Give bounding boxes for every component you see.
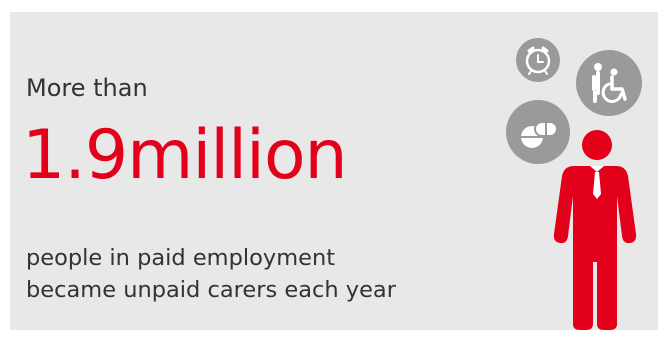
description: people in paid employment became unpaid … [26, 242, 546, 306]
person-with-tie-icon [548, 130, 648, 335]
wheelchair-carer-icon [576, 50, 642, 116]
description-line-1: people in paid employment [26, 245, 336, 271]
headline-figure: 1.9million [22, 116, 348, 195]
pills-icon [506, 100, 570, 164]
description-line-2: became unpaid carers each year [26, 277, 396, 303]
intro-text: More than [26, 74, 148, 102]
alarm-clock-icon [516, 38, 560, 82]
